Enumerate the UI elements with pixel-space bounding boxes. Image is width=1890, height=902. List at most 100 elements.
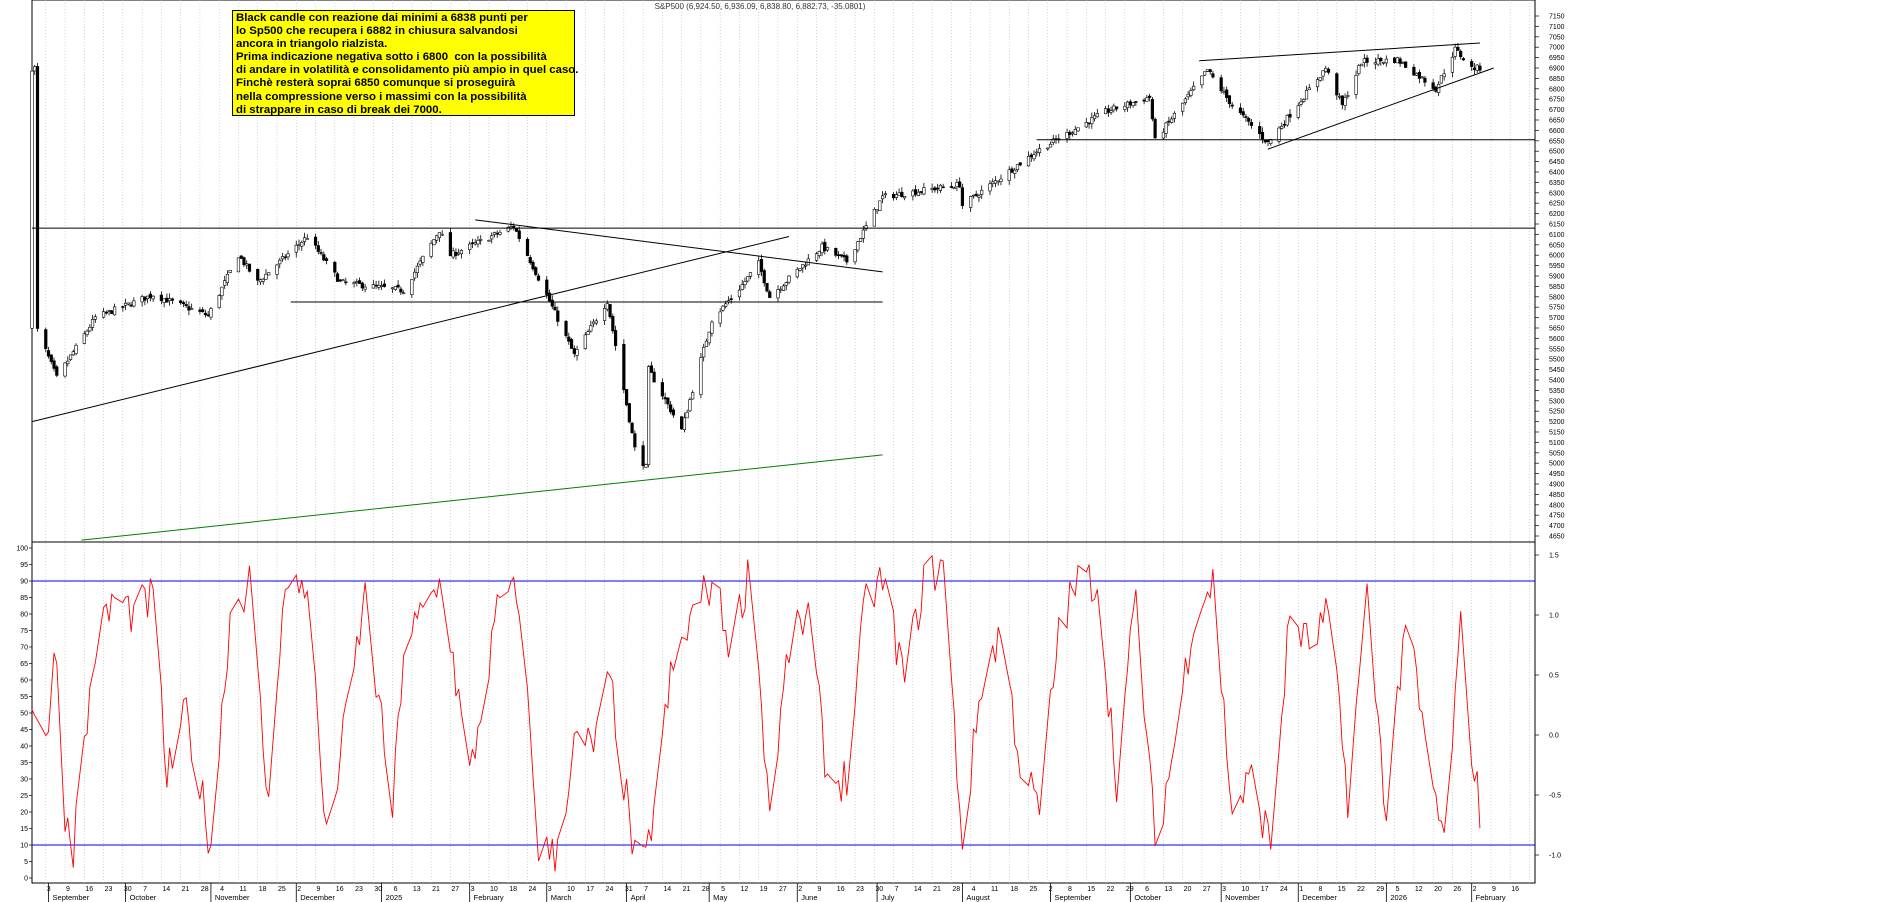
candle (1164, 121, 1168, 138)
candle (1326, 67, 1331, 75)
x-day-tick: 2 (798, 886, 802, 893)
candle-body (393, 286, 397, 290)
candle-body (225, 273, 230, 283)
candle-body (143, 296, 147, 301)
candle-body (476, 239, 480, 245)
candle (1032, 150, 1036, 161)
y-tick-label: 7050 (1549, 34, 1565, 41)
candle-body (148, 293, 152, 299)
candle (779, 286, 783, 294)
candle-body (748, 272, 753, 277)
candle (1128, 99, 1132, 109)
candle-body (286, 253, 290, 258)
candle-body (1346, 95, 1350, 97)
candle (112, 303, 117, 316)
candle (261, 277, 265, 285)
candle (1354, 70, 1358, 99)
candle-body (1362, 58, 1366, 64)
candle-body (55, 366, 59, 376)
y-tick-label: 6300 (1549, 190, 1565, 197)
triangle-bottom-line (1267, 67, 1494, 150)
x-day-tick: 29 (1376, 886, 1384, 893)
candle (602, 304, 607, 325)
x-day-tick: 15 (1087, 886, 1095, 893)
candle (572, 345, 576, 358)
candle (740, 279, 744, 291)
candle-body (922, 187, 926, 195)
candle (382, 279, 386, 288)
candle-body (1456, 46, 1460, 51)
candle-body (1018, 162, 1022, 166)
candle-body (1412, 66, 1416, 76)
candle (671, 407, 675, 418)
candle-body (1161, 131, 1165, 139)
candle-body (140, 296, 144, 303)
candle-body (550, 299, 554, 307)
candle (839, 254, 843, 258)
candle (685, 409, 689, 419)
y-tick-label: 5800 (1549, 294, 1565, 301)
candle (1026, 151, 1031, 167)
x-day-tick: 25 (278, 886, 286, 893)
candle-body (880, 195, 885, 200)
candle-body (440, 233, 444, 236)
candle (101, 307, 106, 319)
candle (399, 286, 403, 295)
candle-body (454, 251, 458, 256)
candles (30, 42, 1482, 470)
candle-body (1087, 122, 1091, 125)
candle-body (536, 275, 541, 281)
candle-body (1181, 102, 1185, 112)
candle (90, 314, 95, 331)
candle (302, 232, 307, 246)
candle-body (1376, 58, 1380, 65)
candle-body (1219, 77, 1223, 92)
candle-body (682, 417, 687, 430)
candle-body (1048, 143, 1053, 148)
candle-body (892, 194, 896, 199)
candle-body (991, 181, 995, 185)
candle (988, 180, 992, 195)
candle-body (247, 263, 252, 272)
candle-body (1398, 58, 1402, 64)
candle-body (1318, 77, 1322, 81)
candle (168, 293, 172, 306)
candle-body (1084, 122, 1088, 128)
candle (624, 388, 629, 407)
candle-body (1442, 73, 1446, 78)
x-month-label: February (1476, 893, 1506, 902)
candle-body (1315, 79, 1320, 88)
candle-body (1172, 112, 1176, 119)
candle (801, 264, 805, 273)
candle-body (1227, 95, 1232, 105)
candle (68, 354, 73, 361)
candle (589, 320, 593, 333)
candle-body (1026, 156, 1031, 167)
candle-body (264, 273, 268, 280)
candle (440, 230, 444, 237)
candle (479, 235, 483, 245)
candle-body (418, 260, 422, 265)
candle-body (371, 284, 375, 289)
x-day-tick: 8 (1319, 886, 1323, 893)
candle-body (1450, 56, 1455, 73)
candle-body (647, 366, 651, 465)
candle (121, 305, 125, 312)
candle (1335, 72, 1339, 101)
candle (357, 277, 362, 285)
candle-body (490, 235, 494, 240)
y-tick-label: 5550 (1549, 346, 1565, 353)
candle (203, 309, 208, 318)
candle (903, 196, 907, 201)
candle-body (1123, 105, 1127, 110)
candle (1417, 69, 1421, 84)
candle-body (1092, 115, 1097, 120)
candle-body (649, 365, 653, 373)
candle-body (1037, 148, 1042, 153)
osc-left-label: 85 (20, 595, 28, 602)
candle (525, 237, 530, 257)
candle-body (1128, 101, 1132, 106)
candle (1285, 114, 1289, 127)
candle-body (1007, 169, 1011, 181)
